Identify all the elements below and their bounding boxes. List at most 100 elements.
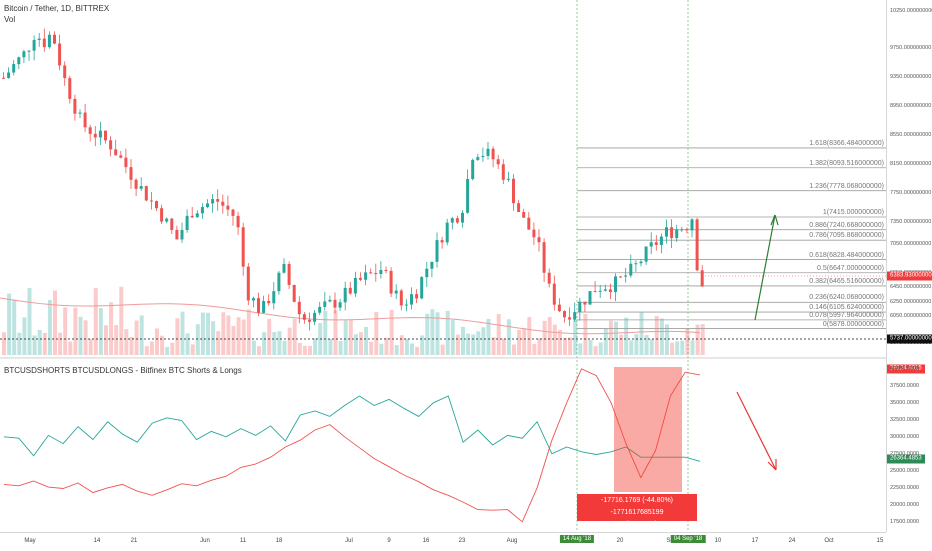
volume-bar	[471, 334, 476, 355]
candle-body	[134, 179, 138, 189]
volume-bar	[486, 318, 491, 355]
red-arrow-head	[767, 459, 777, 471]
candle-body	[287, 264, 291, 285]
volume-bar	[404, 338, 409, 355]
symbol-title: Bitcoin / Tether, 1D, BITTREX	[4, 4, 110, 13]
volume-bar	[292, 318, 297, 355]
volume-bar	[481, 327, 486, 355]
volume-bar	[333, 310, 338, 355]
volume-bar	[226, 315, 231, 355]
candle-body	[348, 287, 352, 294]
candle-body	[445, 222, 449, 243]
volume-bar	[2, 332, 6, 355]
volume-bar	[160, 335, 165, 355]
volume-bar	[501, 338, 506, 355]
volume-bar	[139, 315, 144, 355]
fib-label: 0.5(6647.000000000)	[817, 264, 884, 272]
volume-bar	[440, 344, 445, 355]
volume-bar	[603, 328, 608, 355]
candle-body	[353, 277, 357, 294]
volume-bar	[216, 331, 221, 355]
volume-bar	[246, 309, 251, 355]
candle-body	[180, 230, 184, 240]
volume-bar	[88, 338, 93, 355]
time-axis[interactable]	[0, 532, 886, 551]
price-tick: 8150.000000000	[890, 160, 932, 167]
time-label: 18	[275, 538, 283, 544]
volume-bar	[568, 337, 573, 355]
volume-bar	[665, 324, 669, 355]
candle-body	[149, 200, 153, 202]
volume-bar	[593, 346, 598, 355]
candle-body	[685, 229, 689, 231]
time-label: 20	[616, 538, 624, 544]
volume-bar	[634, 334, 639, 355]
candle-body	[17, 57, 21, 65]
candle-body	[542, 242, 546, 273]
price-axis[interactable]	[886, 0, 932, 532]
candle-body	[364, 272, 368, 280]
candle-body	[695, 219, 699, 271]
volume-bar	[155, 328, 159, 355]
price-tick: 7750.000000000	[890, 189, 932, 196]
candle-body	[262, 300, 266, 313]
volume-bar	[104, 325, 108, 355]
measure-range	[614, 367, 682, 492]
volume-bar	[251, 340, 256, 355]
candle-body	[639, 261, 643, 264]
volume-bar	[42, 332, 47, 355]
candle-body	[399, 290, 403, 306]
candle-body	[226, 205, 230, 210]
volume-bar	[455, 334, 460, 355]
candle-body	[557, 304, 561, 312]
volume-bar	[328, 339, 333, 355]
volume-bar	[557, 329, 562, 355]
time-label: 10	[714, 538, 722, 544]
candle-body	[343, 287, 347, 303]
indicator-tick: 25000.0000	[890, 467, 920, 474]
candle-body	[455, 218, 459, 223]
candle-body	[175, 229, 179, 240]
candle-body	[129, 167, 133, 180]
fib-label: 0.236(6240.068000000)	[809, 294, 884, 302]
volume-bar	[384, 337, 389, 355]
price-tick: 6050.000000000	[890, 313, 932, 320]
candle-body	[410, 294, 413, 305]
volume-bar	[680, 340, 685, 355]
current-price-badge: 6383.930000000	[887, 271, 932, 281]
volume-bar	[364, 326, 369, 355]
indicator-tick: 37500.0000	[890, 382, 920, 389]
candle-body	[583, 301, 587, 305]
dashed-price-badge: 5737.000000000	[887, 334, 932, 344]
price-tick: 10250.000000000	[890, 8, 932, 15]
volume-bar	[22, 317, 27, 355]
candle-body	[573, 312, 577, 320]
candle-body	[68, 78, 72, 99]
candle-body	[624, 275, 628, 277]
volume-bar	[476, 331, 481, 355]
volume-bar	[353, 334, 358, 355]
volume-bar	[598, 342, 603, 355]
candle-body	[603, 289, 607, 291]
time-label: 14	[93, 538, 101, 544]
indicator-tick: 20000.0000	[890, 501, 920, 508]
price-tick: 7050.000000000	[890, 240, 932, 247]
volume-bar	[149, 341, 154, 355]
volume-bar	[614, 321, 618, 355]
candle-body	[78, 112, 82, 114]
volume-bar	[496, 314, 501, 355]
candle-body	[665, 227, 668, 237]
candle-body	[58, 43, 62, 66]
volume-bar	[27, 288, 32, 355]
time-highlight-start: 14 Aug '18	[559, 535, 595, 543]
fib-label: 0.786(7095.868000000)	[809, 232, 884, 240]
candle-body	[185, 215, 189, 231]
volume-bar	[644, 335, 649, 355]
volume-bar	[466, 333, 471, 355]
candle-body	[119, 155, 123, 158]
volume-bar	[649, 339, 654, 355]
candle-body	[93, 133, 97, 138]
time-label: Jun	[200, 538, 210, 544]
